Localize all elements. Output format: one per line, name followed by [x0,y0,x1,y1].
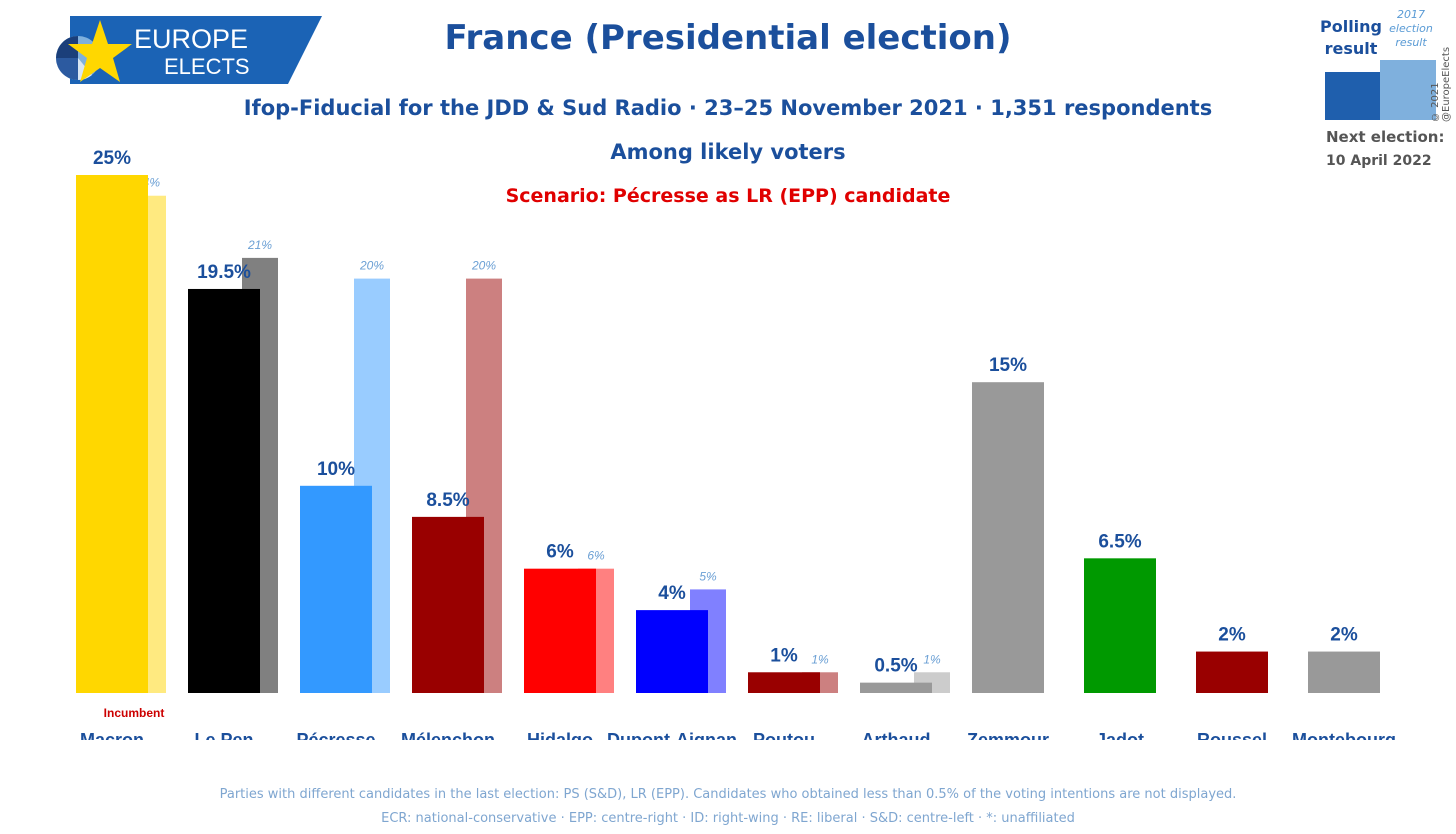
bar-dupont-aignan [636,610,708,693]
footer-note: Parties with different candidates in the… [219,787,1237,802]
candidate-label-zemmour: Zemmour [967,730,1049,740]
bar-arthaud [860,682,932,693]
value-label-le-pen: 19.5% [197,262,251,283]
value-label-2017-le-pen: 21% [247,238,272,252]
legend-current-label: Polling result [1319,17,1382,58]
europe-elects-logo: EUROPE ELECTS [30,16,330,84]
candidate-label-dupont-aignan: Dupont-Aignan [607,730,737,740]
bar-macron [76,175,148,693]
value-label-roussel: 2% [1218,625,1246,646]
bar-montebourg [1308,651,1380,693]
bar-chart: 24%25%MacronLREM (RE)21%19.5%Le PenRN (I… [76,148,1396,740]
bar-roussel [1196,651,1268,693]
candidate-label-p-cresse: Pécresse [296,730,375,740]
value-label-2017-dupont-aignan: 5% [699,569,717,583]
value-label-2017-hidalgo: 6% [587,549,605,563]
bar-p-cresse [300,485,372,693]
chart-title: France (Presidential election) [444,18,1012,58]
svg-text:EUROPE: EUROPE [134,24,248,54]
bar-le-pen [188,288,260,693]
bar-zemmour [972,382,1044,693]
value-label-p-cresse: 10% [317,459,355,480]
candidate-label-arthaud: Arthaud [862,730,931,740]
value-label-2017-poutou: 1% [811,652,829,666]
chart-subtitle-voters: Among likely voters [610,140,846,164]
candidate-label-macron: Macron [80,730,144,740]
svg-text:ELECTS: ELECTS [164,54,250,79]
candidate-label-montebourg: Montebourg [1292,730,1396,740]
bar-m-lenchon [412,516,484,693]
footer-legend: ECR: national-conservative · EPP: centre… [381,811,1075,826]
next-election-date: 10 April 2022 [1326,153,1432,169]
value-label-arthaud: 0.5% [874,656,917,677]
chart-subtitle: Ifop-Fiducial for the JDD & Sud Radio · … [243,96,1213,120]
bar-hidalgo [524,568,596,693]
value-label-macron: 25% [93,148,131,169]
candidate-label-roussel: Roussel [1197,730,1267,740]
candidate-label-hidalgo: Hidalgo [527,730,593,740]
incumbent-annotation: Incumbent [104,706,165,720]
bar-jadot [1084,558,1156,693]
value-label-2017-m-lenchon: 20% [471,259,496,273]
legend-previous-swatch [1380,60,1436,120]
value-label-2017-arthaud: 1% [923,652,941,666]
legend-current-swatch [1325,72,1385,120]
value-label-hidalgo: 6% [546,542,574,563]
bar-poutou [748,672,820,693]
candidate-label-poutou: Poutou [753,730,815,740]
value-label-2017-p-cresse: 20% [359,259,384,273]
value-label-jadot: 6.5% [1098,531,1141,552]
value-label-montebourg: 2% [1330,625,1358,646]
candidate-label-m-lenchon: Mélenchon [401,730,495,740]
candidate-label-le-pen: Le Pen [194,730,253,740]
candidate-label-jadot: Jadot [1096,730,1144,740]
copyright-text: © 2021 @EuropeElects [1430,46,1452,122]
value-label-dupont-aignan: 4% [658,583,686,604]
value-label-m-lenchon: 8.5% [426,490,469,511]
next-election-label: Next election: [1326,128,1445,146]
value-label-poutou: 1% [770,645,798,666]
value-label-zemmour: 15% [989,355,1027,376]
scenario-label: Scenario: Pécresse as LR (EPP) candidate [505,185,951,207]
legend-previous-label: 2017 election result [1389,8,1433,49]
